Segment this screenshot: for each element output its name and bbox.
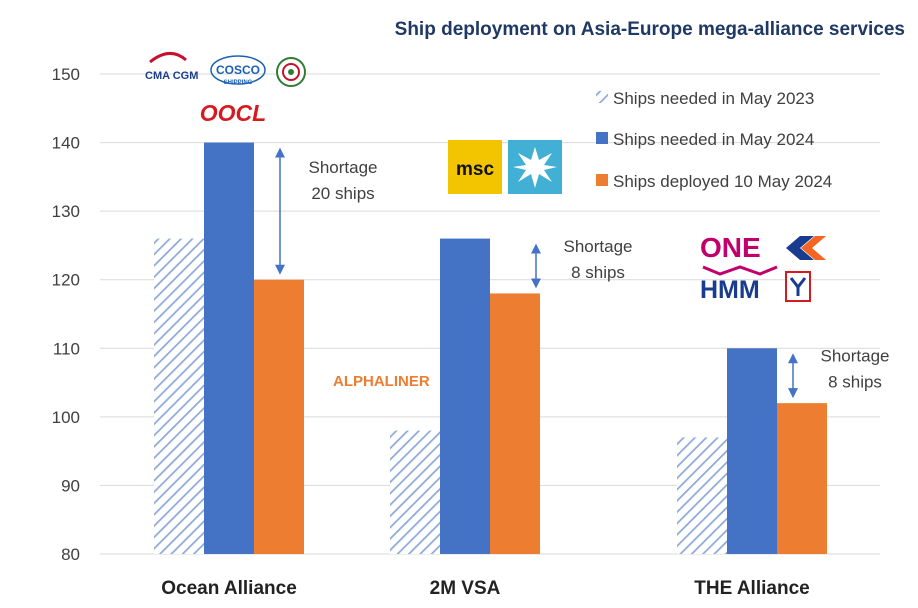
bar-2024-2 bbox=[727, 348, 777, 554]
legend-label-2023: Ships needed in May 2023 bbox=[613, 89, 814, 108]
x-category-label: 2M VSA bbox=[430, 578, 501, 599]
logo-oocl: OOCL bbox=[200, 100, 266, 126]
shortage-label: Shortage bbox=[821, 347, 890, 366]
bar-deployed-1 bbox=[490, 293, 540, 554]
legend-swatch-2023 bbox=[596, 91, 608, 103]
shortage-label: 20 ships bbox=[311, 184, 374, 203]
bar-2024-0 bbox=[204, 142, 254, 555]
legend-label-2024: Ships needed in May 2024 bbox=[613, 130, 814, 149]
x-category-label: Ocean Alliance bbox=[161, 578, 297, 599]
logo-cosco: COSCO SHIPPING bbox=[210, 55, 266, 86]
logo-maersk-star-icon bbox=[508, 140, 562, 194]
logo-cosco-text: COSCO bbox=[216, 63, 260, 77]
logo-seal-icon bbox=[276, 57, 306, 87]
shortage-label: 8 ships bbox=[571, 263, 625, 282]
x-category-label: THE Alliance bbox=[694, 578, 809, 599]
y-tick-label: 80 bbox=[61, 545, 80, 564]
logo-cosco-sub: SHIPPING bbox=[224, 80, 253, 86]
legend: Ships needed in May 2023 Ships needed in… bbox=[596, 89, 832, 191]
chart-title: Ship deployment on Asia-Europe mega-alli… bbox=[395, 19, 905, 40]
logo-oocl-text: OOCL bbox=[200, 100, 266, 126]
shortage-label: Shortage bbox=[564, 237, 633, 256]
logo-hmm-text: HMM bbox=[700, 276, 760, 304]
bar-2023-2 bbox=[677, 437, 727, 554]
logo-one: ONE bbox=[700, 232, 761, 263]
logo-hapag-icon bbox=[786, 236, 826, 260]
legend-swatch-deployed bbox=[596, 174, 608, 186]
shortage-label: Shortage bbox=[309, 158, 378, 177]
y-tick-label: 130 bbox=[52, 202, 80, 221]
y-tick-label: 110 bbox=[53, 339, 80, 358]
logo-msc-text: msc bbox=[456, 159, 494, 180]
legend-swatch-2024 bbox=[596, 132, 608, 144]
logo-msc: msc bbox=[448, 140, 502, 194]
y-tick-label: 140 bbox=[52, 134, 80, 153]
logo-one-text: ONE bbox=[700, 232, 761, 263]
bars bbox=[154, 142, 827, 555]
bar-deployed-0 bbox=[254, 279, 304, 554]
bar-2024-1 bbox=[440, 238, 490, 555]
y-axis: 80 90 100 110 120 130 140 150 bbox=[52, 65, 80, 564]
watermark-text: ALPHALINER bbox=[333, 373, 430, 390]
y-tick-label: 150 bbox=[52, 65, 80, 84]
logo-cma-cgm: CMA CGM bbox=[145, 52, 198, 82]
x-axis: Ocean Alliance 2M VSA THE Alliance bbox=[161, 578, 809, 599]
logo-hmm: HMM bbox=[700, 265, 778, 304]
y-tick-label: 100 bbox=[52, 408, 80, 427]
bar-deployed-2 bbox=[777, 403, 827, 554]
bar-2023-0 bbox=[154, 238, 204, 555]
bar-2023-1 bbox=[390, 430, 440, 554]
annotations: Shortage 20 ships Shortage 8 ships Shortage 8… bbox=[275, 147, 890, 399]
logo-cma-cgm-text: CMA CGM bbox=[145, 70, 198, 82]
legend-label-deployed: Ships deployed 10 May 2024 bbox=[613, 172, 832, 191]
shortage-label: 8 ships bbox=[828, 373, 882, 392]
logo-yang-ming-icon bbox=[785, 271, 811, 302]
y-tick-label: 120 bbox=[52, 271, 80, 290]
y-tick-label: 90 bbox=[61, 476, 80, 495]
